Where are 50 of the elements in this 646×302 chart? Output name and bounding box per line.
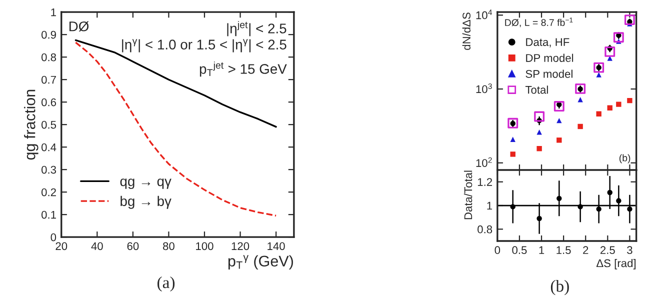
y-tick-label: 10$^{4}$ [476, 10, 492, 20]
annotation: (b) [619, 154, 630, 164]
legend-label: bg → bγ [120, 196, 172, 209]
legend-label: Total [525, 86, 548, 94]
x-tick-label: 140 [268, 242, 285, 250]
legend-label: SP model [526, 70, 572, 78]
x-tick-label: 1 [539, 246, 544, 254]
y-tick-label: 0.8 [478, 225, 492, 234]
y-tick-label: 0.2 [42, 188, 56, 196]
x-tick-label: 40 [91, 242, 103, 250]
x-tick-label: 2 [583, 246, 588, 254]
x-axis-title: ΔS [rad] [596, 258, 636, 270]
x-tick-label: 60 [127, 242, 139, 250]
y-tick-label: 10$^{3}$ [476, 83, 492, 94]
legend-label: qg → qγ [120, 178, 172, 189]
x-tick-label: 1.5 [556, 246, 571, 254]
text: (a) [158, 276, 175, 292]
x-tick-label: 3 [627, 246, 632, 254]
y-tick-label: 0.1 [42, 210, 56, 219]
y-tick-label: 0.9 [42, 30, 56, 39]
x-tick-label: 120 [232, 242, 250, 250]
y-tick-label: 0.6 [42, 98, 56, 106]
annotation: p$_{T}$$^{jet}$ > 15 GeV [200, 62, 287, 77]
x-tick-label: 80 [163, 242, 174, 250]
legend-label: DP model [526, 54, 574, 62]
x-axis-title: p$_{T}$$^{γ}$ (GeV) [228, 255, 293, 270]
annotation: DØ, L = 8.7 fb$^{−1}$ [505, 18, 573, 28]
y-tick-label: 0.7 [42, 76, 56, 84]
y-tick-label: 1 [487, 202, 492, 210]
x-tick-label: 100 [196, 242, 214, 250]
y-axis-title: Data/Total [464, 170, 472, 220]
annotation: |η$^{jet}$| < 2.5 [227, 21, 286, 36]
annotation: DØ [69, 21, 89, 32]
x-tick-label: 0 [494, 246, 500, 254]
y-tick-label: 0.8 [42, 53, 56, 62]
y-tick-label: 1 [51, 8, 56, 16]
legend-label: Data, HF [526, 38, 570, 48]
x-tick-label: 0.5 [512, 246, 527, 254]
y-axis-title: dN/dΔS [462, 12, 470, 50]
y-axis-title: qg fraction [24, 90, 38, 160]
y-tick-label: 0.5 [42, 120, 56, 129]
x-tick-label: 20 [56, 242, 68, 250]
y-tick-label: 1.2 [478, 178, 492, 186]
annotation: |η$^{γ}$| < 1.0 or 1.5 < |η$^{γ}$| < 2.5 [122, 39, 286, 52]
y-tick-label: 0 [50, 233, 56, 242]
text: (b) [550, 280, 569, 296]
y-tick-label: 0.4 [42, 143, 56, 152]
x-tick-label: 2.5 [600, 246, 615, 254]
y-tick-label: 10$^{2}$ [476, 157, 492, 167]
y-tick-label: 0.3 [42, 166, 56, 174]
